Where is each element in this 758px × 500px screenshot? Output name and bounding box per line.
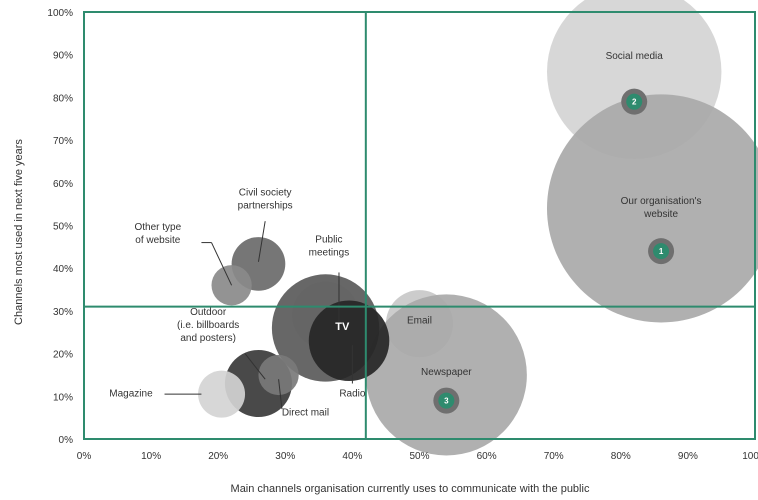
- y-tick-label: 80%: [53, 93, 73, 104]
- plot-frame: [83, 11, 756, 440]
- x-tick-label: 100%: [742, 451, 758, 462]
- rank-badge-1: [653, 243, 670, 260]
- label-line: and posters): [180, 333, 236, 344]
- y-tick-label: 20%: [53, 350, 73, 361]
- label-social-media: Social media: [606, 51, 664, 62]
- label-line: meetings: [309, 248, 350, 259]
- y-tick-label: 30%: [53, 307, 73, 318]
- label-line: Public: [315, 235, 342, 246]
- y-tick-label: 10%: [53, 392, 73, 403]
- x-tick-label: 30%: [275, 451, 295, 462]
- bubble-our-organisation-s-website: [547, 94, 758, 323]
- label-line: of website: [135, 235, 180, 246]
- x-tick-label: 40%: [342, 451, 362, 462]
- label-line: partnerships: [238, 201, 293, 212]
- rank-badge-number-1: 1: [659, 247, 664, 256]
- label-outdoor-i-e-billboards-and-posters: Outdoor (i.e. billboards and posters): [177, 307, 239, 344]
- y-tick-label: 60%: [53, 179, 73, 190]
- label-line: Civil society: [239, 188, 292, 199]
- x-tick-label: 60%: [477, 451, 497, 462]
- connectors-layer: [164, 221, 353, 410]
- x-tick-label: 20%: [208, 451, 228, 462]
- label-line: Outdoor: [190, 307, 227, 318]
- label-line: Other type: [134, 222, 181, 233]
- connector-outdoor: [244, 353, 266, 380]
- label-tv: TV: [335, 321, 350, 333]
- x-tick-label: 0%: [77, 451, 92, 462]
- label-newspaper: Newspaper: [421, 367, 472, 378]
- rank-badge-number-2: 2: [632, 98, 637, 107]
- label-magazine: Magazine: [109, 388, 153, 399]
- connector-civil-society: [257, 221, 266, 262]
- y-tick-label: 90%: [53, 51, 73, 62]
- bubble-radio: [308, 300, 390, 382]
- label-line: Our organisation's: [621, 196, 702, 207]
- connector-direct-mail: [278, 379, 283, 410]
- label-civil-society-partnerships: Civil society partnerships: [238, 188, 293, 212]
- label-line: (i.e. billboards: [177, 320, 239, 331]
- rank-badge-2: [626, 93, 643, 110]
- y-axis-label: Channels most used in next five years: [13, 139, 25, 325]
- label-other-type-of-website: Other type of website: [134, 222, 181, 246]
- rank-badges-layer: 2 1 3: [433, 88, 675, 414]
- label-public-meetings: Public meetings: [309, 235, 350, 259]
- plot-border: [83, 11, 756, 440]
- bubbles-layer: [198, 0, 758, 456]
- x-tick-label: 90%: [678, 451, 698, 462]
- bubble-magazine: [198, 370, 246, 418]
- label-line: website: [643, 209, 678, 220]
- label-direct-mail: Direct mail: [282, 408, 329, 419]
- y-tick-label: 100%: [47, 8, 73, 19]
- label-our-organisation-s-website: Our organisation's website: [621, 196, 702, 220]
- bubble-direct-mail: [258, 354, 299, 396]
- x-tick-label: 10%: [141, 451, 161, 462]
- label-email: Email: [407, 316, 432, 327]
- bubble-newspaper: [365, 294, 527, 456]
- x-tick-label: 50%: [409, 451, 429, 462]
- rank-badge-number-3: 3: [444, 397, 449, 406]
- x-tick-label: 70%: [544, 451, 564, 462]
- y-tick-label: 0%: [59, 435, 74, 446]
- y-tick-label: 40%: [53, 264, 73, 275]
- rank-badge-3: [438, 392, 455, 409]
- y-tick-label: 70%: [53, 136, 73, 147]
- x-tick-label: 80%: [611, 451, 631, 462]
- x-axis-label: Main channels organisation currently use…: [231, 483, 590, 495]
- y-tick-label: 50%: [53, 222, 73, 233]
- bubble-labels-layer: Social media Our organisation's website Ema…: [109, 51, 701, 419]
- label-radio: Radio: [339, 388, 366, 399]
- axis-ticks-layer: 0% 10% 20% 30% 40% 50% 60% 70% 80% 90% 100% 0% 10% 20…: [47, 8, 758, 462]
- connector-other-website-b: [211, 242, 233, 286]
